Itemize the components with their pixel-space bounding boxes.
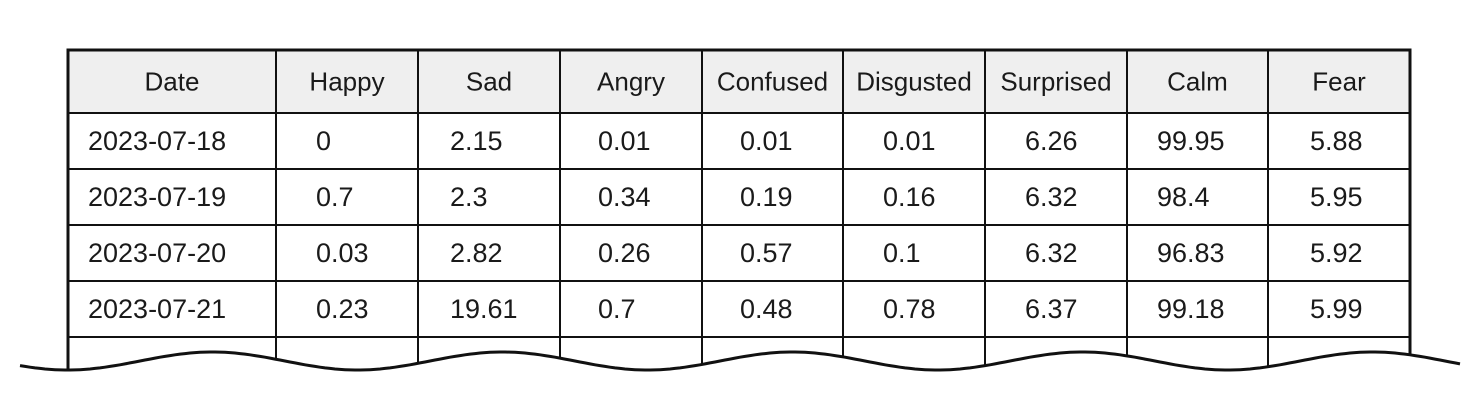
date-cell: 2023-07-19 xyxy=(88,182,226,212)
column-header: Date xyxy=(145,66,200,96)
column-header: Sad xyxy=(466,66,512,96)
value-cell: 5.92 xyxy=(1310,238,1363,268)
column-header: Angry xyxy=(597,66,665,96)
value-cell: 0.48 xyxy=(740,294,793,324)
torn-edge xyxy=(19,350,1461,372)
value-cell: 98.4 xyxy=(1157,182,1210,212)
value-cell: 0.7 xyxy=(598,294,636,324)
value-cell: 19.61 xyxy=(450,294,518,324)
value-cell: 5.99 xyxy=(1310,294,1363,324)
value-cell: 0 xyxy=(316,126,331,156)
value-cell: 0.03 xyxy=(316,238,369,268)
value-cell: 6.32 xyxy=(1025,182,1078,212)
column-header: Fear xyxy=(1312,66,1366,96)
value-cell: 2.15 xyxy=(450,126,503,156)
column-header: Confused xyxy=(717,66,828,96)
value-cell: 2.3 xyxy=(450,182,488,212)
value-cell: 0.78 xyxy=(883,294,936,324)
value-cell: 0.57 xyxy=(740,238,793,268)
value-cell: 6.32 xyxy=(1025,238,1078,268)
value-cell: 0.26 xyxy=(598,238,651,268)
value-cell: 5.95 xyxy=(1310,182,1363,212)
value-cell: 6.37 xyxy=(1025,294,1078,324)
value-cell: 0.34 xyxy=(598,182,651,212)
date-cell: 2023-07-20 xyxy=(88,238,226,268)
value-cell: 99.95 xyxy=(1157,126,1225,156)
value-cell: 0.1 xyxy=(883,238,921,268)
value-cell: 96.83 xyxy=(1157,238,1225,268)
value-cell: 6.26 xyxy=(1025,126,1078,156)
header-bg xyxy=(68,50,1410,113)
column-header: Happy xyxy=(309,66,384,96)
value-cell: 5.88 xyxy=(1310,126,1363,156)
value-cell: 0.7 xyxy=(316,182,354,212)
column-header: Calm xyxy=(1167,66,1228,96)
value-cell: 0.19 xyxy=(740,182,793,212)
column-header: Disgusted xyxy=(856,66,972,96)
value-cell: 99.18 xyxy=(1157,294,1225,324)
torn-mask xyxy=(0,352,1478,413)
value-cell: 0.16 xyxy=(883,182,936,212)
value-cell: 0.23 xyxy=(316,294,369,324)
column-header: Surprised xyxy=(1000,66,1111,96)
date-cell: 2023-07-21 xyxy=(88,294,226,324)
value-cell: 2.82 xyxy=(450,238,503,268)
date-cell: 2023-07-18 xyxy=(88,126,226,156)
value-cell: 0.01 xyxy=(740,126,793,156)
value-cell: 0.01 xyxy=(598,126,651,156)
value-cell: 0.01 xyxy=(883,126,936,156)
